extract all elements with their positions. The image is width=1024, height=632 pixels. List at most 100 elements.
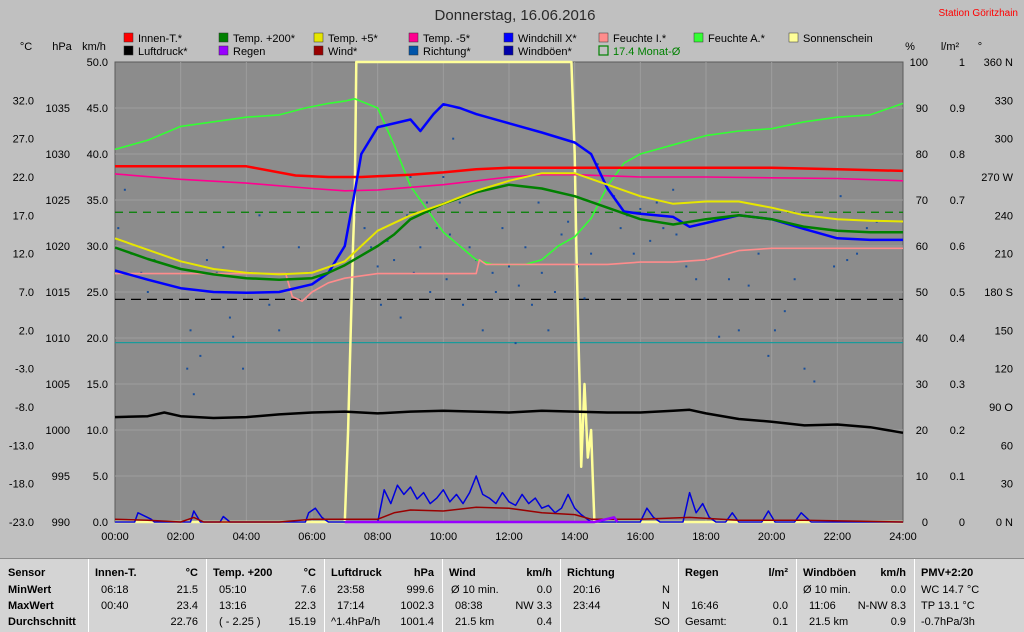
tick-label-temp_c: 17.0 [13, 210, 34, 222]
direction-point [632, 252, 635, 255]
direction-point [675, 233, 678, 236]
stats-unit-innen: °C [185, 567, 198, 579]
series-line-innen-t- [115, 165, 904, 179]
direction-point [232, 335, 235, 338]
tick-label-humidity_pct: 10 [916, 471, 928, 483]
stats-header-luftdruck: Luftdruck [331, 567, 382, 579]
tick-label-temp_c: 27.0 [13, 134, 34, 146]
tick-label-wind_kmh: 10.0 [87, 425, 108, 437]
direction-point [524, 246, 527, 249]
stats-richtung-min-time: 20:16 [573, 584, 601, 596]
x-tick-label: 04:00 [233, 531, 261, 543]
x-tick-label: 20:00 [758, 531, 786, 543]
tick-label-pressure_hpa: 990 [52, 517, 70, 529]
stats-regen-total-value: 0.1 [772, 616, 788, 628]
tick-label-temp_c: 2.0 [19, 325, 34, 337]
direction-point [242, 367, 245, 370]
stats-col-wind: Wind km/h Ø 10 min. 0.0 08:38 NW 3.3 21.… [442, 559, 560, 632]
stats-unit-luftdruck: hPa [413, 567, 434, 579]
tick-label-wind_kmh: 45.0 [87, 103, 108, 115]
stats-pmv-windchill: WC 14.7 °C [921, 584, 980, 596]
chart-title: Donnerstag, 16.06.2016 [435, 7, 596, 24]
direction-point [399, 316, 402, 319]
legend-label: Feuchte A.* [708, 33, 766, 45]
tick-label-direction_deg: 210 [995, 249, 1013, 261]
tick-label-wind_kmh: 5.0 [93, 471, 108, 483]
tick-label-rain_lm2: 1 [959, 57, 965, 69]
tick-label-direction_deg: 60 [1001, 440, 1013, 452]
tick-label-wind_kmh: 0.0 [93, 517, 108, 529]
tick-label-pressure_hpa: 995 [52, 471, 70, 483]
tick-label-pressure_hpa: 1030 [46, 149, 70, 161]
tick-label-humidity_pct: 20 [916, 425, 928, 437]
direction-point [278, 329, 281, 332]
direction-point [793, 278, 796, 281]
direction-point [553, 291, 556, 293]
tick-label-temp_c: -18.0 [9, 479, 34, 491]
direction-point [452, 137, 455, 140]
legend-label: 17.4 Monat-Ø [613, 46, 681, 58]
legend-swatch [313, 32, 324, 43]
legend-label: Feuchte I.* [613, 33, 667, 45]
legend-swatch [598, 45, 609, 56]
stats-col-regen: Regen l/m² 16:46 0.0 Gesamt: 0.1 [678, 559, 796, 632]
tick-label-pressure_hpa: 1010 [46, 333, 70, 345]
direction-point [123, 188, 126, 191]
direction-point [199, 354, 202, 357]
direction-point [491, 271, 494, 274]
station-label: Station Göritzhain [939, 8, 1019, 19]
stats-regen-max-value: 0.0 [772, 600, 788, 612]
axis-ticks: 32.0 27.0 22.0 17.0 12.0 7.0 2.0 -3.0 -8.0 -13.0 -… [9, 57, 1014, 543]
stats-header-temp200: Temp. +200 [213, 567, 273, 579]
legend-item: Temp. +5* [313, 32, 379, 45]
stats-innen-max-time: 00:40 [101, 600, 129, 612]
tick-label-rain_lm2: 0.2 [950, 425, 965, 437]
tick-label-rain_lm2: 0.9 [950, 103, 965, 115]
tick-label-temp_c: 32.0 [13, 95, 34, 107]
legend-item: Feuchte I.* [598, 32, 667, 45]
stats-pmv-dewpoint: TP 13.1 °C [921, 600, 975, 612]
direction-point [695, 278, 698, 281]
tick-label-direction_deg: 90 O [989, 402, 1013, 414]
direction-point [458, 201, 461, 204]
stats-luftdruck-min-time: 23:58 [337, 584, 365, 596]
legend-item: Windchill X* [503, 32, 577, 45]
tick-label-direction_deg: 150 [995, 325, 1013, 337]
direction-point [833, 265, 836, 268]
stats-unit-wind: km/h [526, 567, 552, 579]
tick-label-temp_c: -23.0 [9, 517, 34, 529]
stats-windboeen-distance: 21.5 km [809, 616, 849, 628]
legend-item: 17.4 Monat-Ø [598, 45, 681, 58]
legend-label: Temp. -5* [423, 33, 471, 45]
direction-point [655, 201, 658, 204]
direction-point [442, 176, 445, 178]
tick-label-pressure_hpa: 1015 [46, 287, 70, 299]
legend-swatch [693, 32, 704, 43]
direction-point [537, 201, 540, 204]
stats-luftdruck-max-value: 1002.3 [400, 600, 434, 612]
axis-header: % [905, 41, 915, 53]
tick-label-direction_deg: 0 N [996, 517, 1013, 529]
axis-header: °C [20, 41, 32, 53]
legend-label: Sonnenschein [803, 33, 873, 45]
stats-col-innen: Innen-T. °C 06:18 21.5 00:40 23.4 22.76 [88, 559, 206, 632]
legend-label: Innen-T.* [138, 33, 183, 45]
stats-header-pmv: PMV+2:20 [921, 567, 974, 579]
series-line-wind- [114, 506, 904, 523]
direction-point [228, 316, 231, 319]
x-tick-label: 08:00 [364, 531, 392, 543]
legend-label: Wind* [328, 46, 358, 58]
series-lines [114, 60, 904, 524]
stats-col-windboeen: Windböen km/h Ø 10 min. 0.0 11:06 N-NW 8… [796, 559, 914, 632]
tick-label-temp_c: 7.0 [19, 287, 34, 299]
x-tick-label: 14:00 [561, 531, 589, 543]
direction-point [803, 367, 806, 370]
direction-point [839, 195, 842, 198]
direction-point [737, 329, 740, 332]
legend-label: Temp. +200* [233, 33, 296, 45]
direction-point [494, 291, 497, 293]
series-line-feuchte-i- [115, 247, 903, 303]
stats-windboeen-max-time: 11:06 [809, 600, 836, 612]
direction-point [186, 367, 189, 370]
stats-header-windboeen: Windböen [803, 567, 857, 579]
